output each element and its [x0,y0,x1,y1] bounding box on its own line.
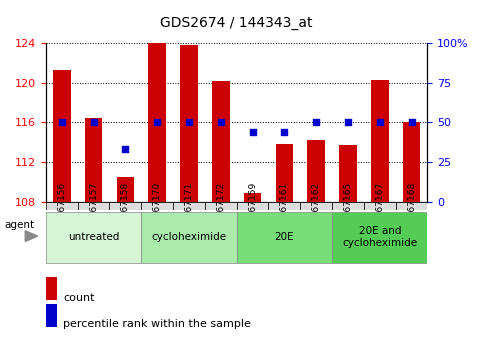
Bar [46,304,57,327]
Point [58,120,66,125]
Bar [396,202,427,210]
Bar [205,202,237,210]
Bar [307,140,325,202]
Text: agent: agent [5,220,35,230]
Bar [173,202,205,210]
Bar [339,145,357,202]
Bar [148,43,166,202]
Bar [53,70,71,202]
Bar [142,211,237,263]
Point [217,120,225,125]
Point [344,120,352,125]
Bar [403,122,420,202]
Text: GSM67165: GSM67165 [343,181,353,231]
Point [249,129,256,135]
Text: 20E and
cycloheximide: 20E and cycloheximide [342,226,417,248]
Text: untreated: untreated [68,232,119,242]
Polygon shape [25,231,38,241]
Bar [332,202,364,210]
Text: GDS2674 / 144343_at: GDS2674 / 144343_at [160,16,313,30]
Point [313,120,320,125]
Bar [85,118,102,202]
Text: GSM67161: GSM67161 [280,181,289,231]
Bar [276,144,293,202]
Bar [237,211,332,263]
Text: GSM67168: GSM67168 [407,181,416,231]
Bar [244,193,261,202]
Point [281,129,288,135]
Bar [110,202,141,210]
Text: GSM67157: GSM67157 [89,181,98,231]
Text: GSM67156: GSM67156 [57,181,66,231]
Bar [142,202,173,210]
Bar [364,202,396,210]
Text: cycloheximide: cycloheximide [151,232,227,242]
Bar [269,202,300,210]
Point [153,120,161,125]
Text: 20E: 20E [274,232,294,242]
Bar [116,177,134,202]
Text: GSM67167: GSM67167 [375,181,384,231]
Bar [212,81,229,202]
Point [376,120,384,125]
Bar [371,80,388,202]
Bar [332,211,427,263]
Text: GSM67170: GSM67170 [153,181,162,231]
Bar [46,277,57,299]
Bar [46,202,78,210]
Point [122,147,129,152]
Text: count: count [63,293,95,303]
Text: GSM67158: GSM67158 [121,181,130,231]
Text: GSM67159: GSM67159 [248,181,257,231]
Bar [237,202,269,210]
Point [90,120,98,125]
Text: GSM67171: GSM67171 [185,181,194,231]
Bar [78,202,110,210]
Bar [46,211,142,263]
Text: percentile rank within the sample: percentile rank within the sample [63,319,251,329]
Text: GSM67162: GSM67162 [312,181,321,231]
Bar [180,45,198,202]
Point [185,120,193,125]
Bar [300,202,332,210]
Text: GSM67172: GSM67172 [216,181,225,231]
Point [408,120,415,125]
